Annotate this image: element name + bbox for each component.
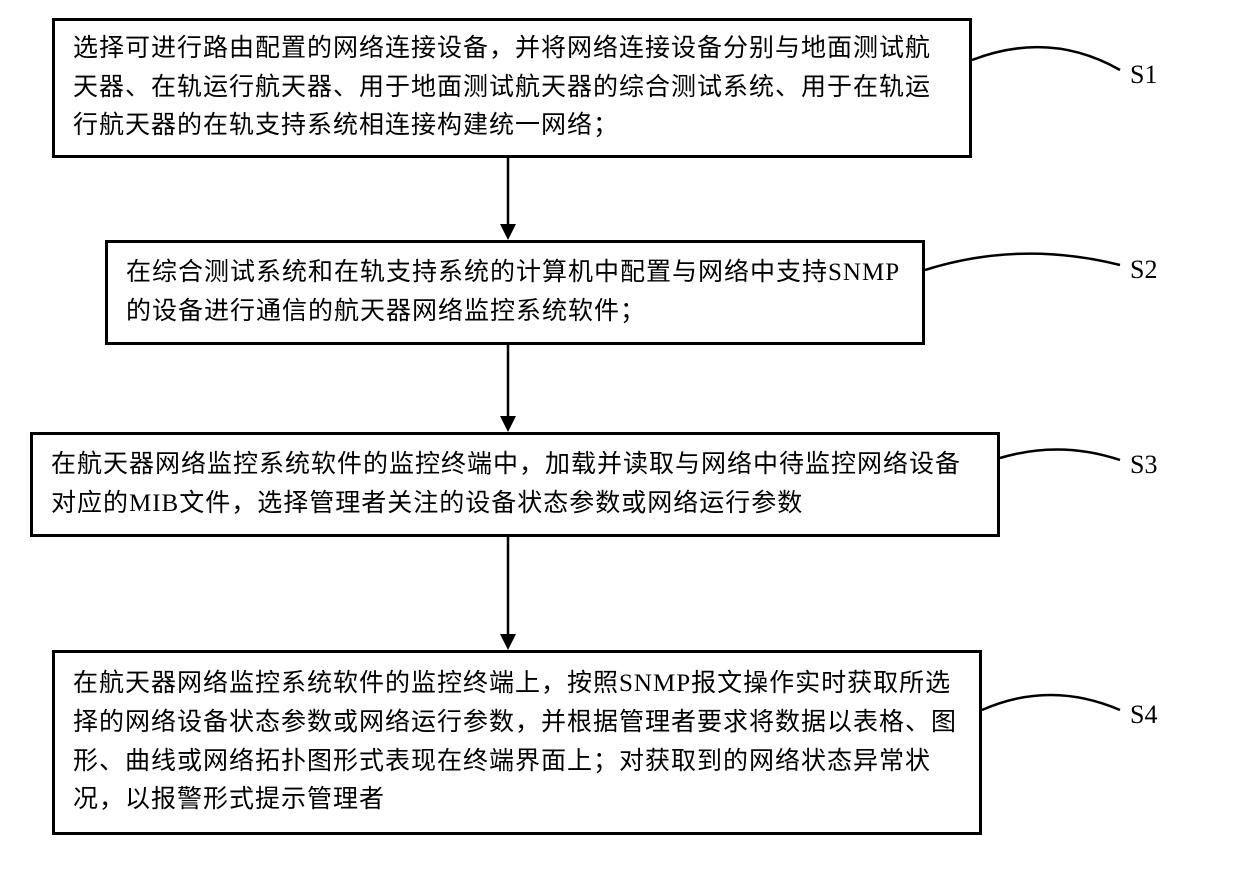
step-label-s1: S1 [1130,60,1157,90]
step-label-s2: S2 [1130,255,1157,285]
step-label-s3: S3 [1130,450,1157,480]
flow-box-s1: 选择可进行路由配置的网络连接设备，并将网络连接设备分别与地面测试航天器、在轨运行… [52,18,972,158]
flow-box-s4: 在航天器网络监控系统软件的监控终端上，按照SNMP报文操作实时获取所选择的网络设… [52,650,982,835]
step-label-s4: S4 [1130,700,1157,730]
box-text-s3: 在航天器网络监控系统软件的监控终端中，加载并读取与网络中待监控网络设备对应的MI… [51,446,979,524]
box-text-s1: 选择可进行路由配置的网络连接设备，并将网络连接设备分别与地面测试航天器、在轨运行… [73,30,951,146]
flow-box-s3: 在航天器网络监控系统软件的监控终端中，加载并读取与网络中待监控网络设备对应的MI… [30,432,1000,537]
box-text-s2: 在综合测试系统和在轨支持系统的计算机中配置与网络中支持SNMP的设备进行通信的航… [126,254,904,332]
flow-box-s2: 在综合测试系统和在轨支持系统的计算机中配置与网络中支持SNMP的设备进行通信的航… [105,240,925,345]
box-text-s4: 在航天器网络监控系统软件的监控终端上，按照SNMP报文操作实时获取所选择的网络设… [73,665,961,820]
